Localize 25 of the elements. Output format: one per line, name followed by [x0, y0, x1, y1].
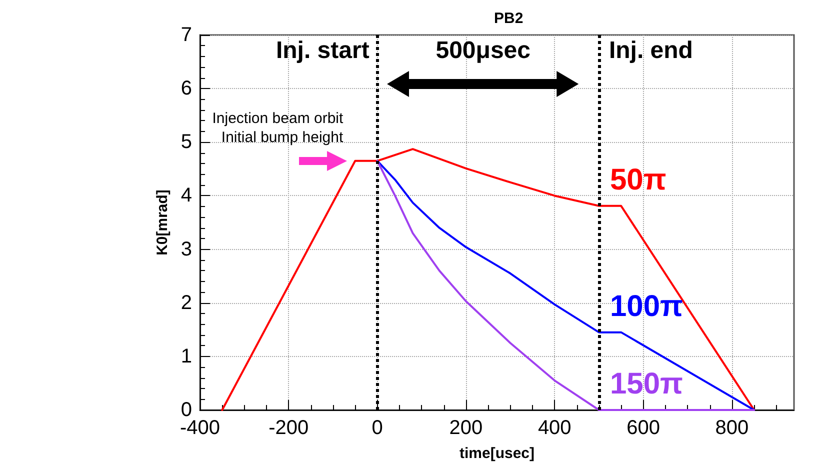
- y-tick-label: 4: [180, 184, 192, 207]
- series-label: 50π: [610, 163, 666, 196]
- chart-title: PB2: [494, 10, 524, 27]
- series-label: 100π: [610, 290, 684, 323]
- ref-line-label: Inj. end: [608, 37, 693, 64]
- y-tick-label: 5: [180, 131, 192, 154]
- x-tick-label: -200: [268, 417, 309, 439]
- ref-line-label: Inj. start: [276, 37, 370, 64]
- x-tick-label: 200: [449, 417, 483, 439]
- x-tick-label: 600: [626, 417, 660, 439]
- x-tick-label: 0: [372, 417, 383, 439]
- series-label: 150π: [610, 368, 684, 400]
- y-axis-title: K0[mrad]: [154, 190, 171, 256]
- x-tick-label: 800: [715, 417, 749, 439]
- y-tick-label: 7: [180, 24, 192, 46]
- annotation: Injection beam orbit Initial bump height: [212, 110, 344, 146]
- y-tick-label: 3: [180, 238, 192, 260]
- y-tick-label: 2: [180, 292, 192, 314]
- annotation: 500μsec: [436, 37, 531, 64]
- y-tick-label: 1: [180, 345, 192, 368]
- line-series: [376, 160, 756, 411]
- x-tick-label: 400: [538, 417, 572, 439]
- line-series: [221, 148, 756, 411]
- x-axis-title: time[usec]: [459, 445, 535, 462]
- y-tick-label: 6: [180, 78, 192, 100]
